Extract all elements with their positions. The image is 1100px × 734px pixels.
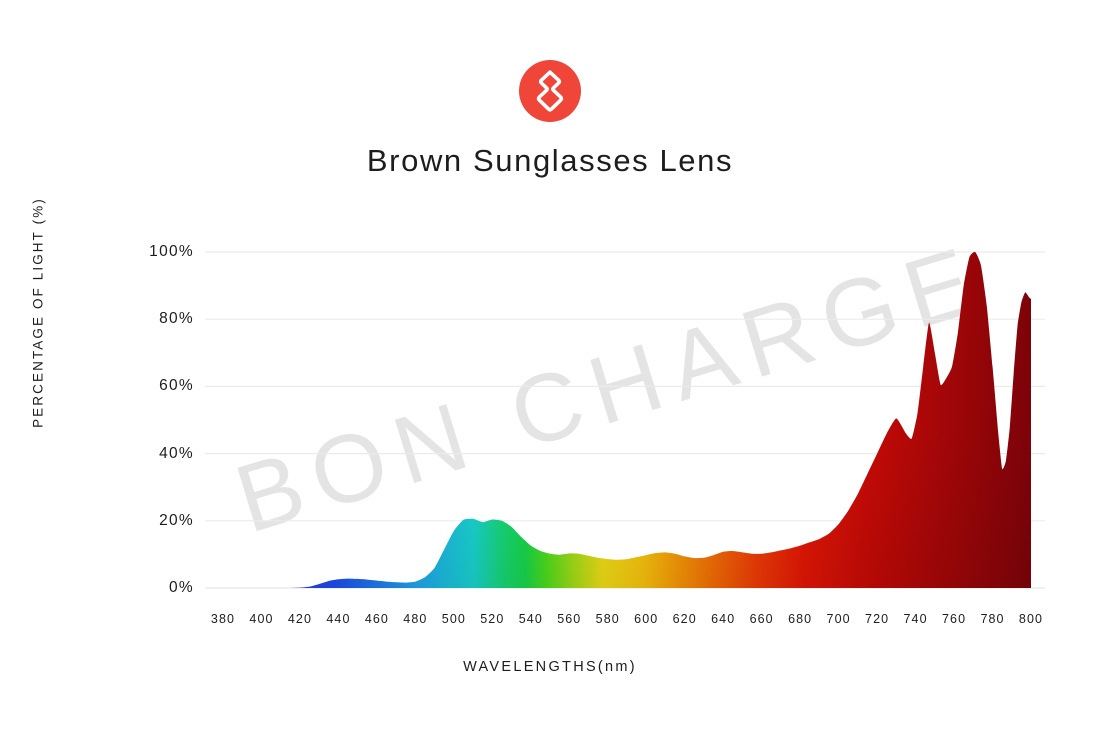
x-axis-title: WAVELENGTHS(nm) bbox=[463, 659, 637, 675]
y-axis-ticks: 0% 20% 40% 60% 80% 100% bbox=[108, 0, 194, 734]
x-tick-label: 780 bbox=[980, 612, 1005, 626]
x-tick-label: 620 bbox=[672, 612, 697, 626]
y-axis-title: PERCENTAGE OF LIGHT (%) bbox=[30, 197, 46, 428]
x-tick-label: 600 bbox=[634, 612, 659, 626]
y-tick-label: 100% bbox=[149, 243, 194, 260]
x-tick-label: 700 bbox=[826, 612, 851, 626]
x-tick-label: 460 bbox=[364, 612, 389, 626]
y-tick-label: 80% bbox=[159, 310, 194, 328]
x-tick-label: 660 bbox=[749, 612, 774, 626]
x-tick-label: 720 bbox=[865, 612, 890, 626]
x-tick-label: 400 bbox=[249, 612, 274, 626]
page-title: Brown Sunglasses Lens bbox=[366, 143, 734, 178]
y-tick-label: 0% bbox=[168, 579, 194, 596]
x-tick-label: 800 bbox=[1018, 612, 1044, 626]
x-tick-label: 760 bbox=[941, 612, 967, 626]
bon-charge-logo-icon bbox=[536, 70, 564, 112]
x-tick-label: 580 bbox=[595, 612, 620, 626]
x-tick-label: 380 bbox=[210, 612, 236, 626]
x-tick-label: 480 bbox=[403, 612, 428, 626]
x-tick-label: 560 bbox=[557, 612, 582, 626]
brand-logo bbox=[0, 60, 1100, 122]
x-tick-label: 520 bbox=[480, 612, 505, 626]
y-tick-label: 60% bbox=[159, 377, 194, 395]
logo-circle bbox=[519, 60, 581, 122]
x-tick-label: 420 bbox=[287, 612, 313, 626]
x-tick-label: 640 bbox=[711, 612, 736, 626]
x-axis-ticks: 380 400 420 440 460 480 500 520 540 560 580 600 620 6… bbox=[0, 612, 1100, 636]
x-tick-label: 500 bbox=[441, 612, 466, 626]
x-tick-label: 680 bbox=[788, 612, 813, 626]
x-tick-label: 740 bbox=[903, 612, 928, 626]
y-tick-label: 40% bbox=[159, 444, 194, 462]
y-tick-label: 20% bbox=[159, 511, 194, 529]
x-tick-label: 440 bbox=[326, 612, 351, 626]
x-tick-label: 540 bbox=[518, 612, 543, 626]
